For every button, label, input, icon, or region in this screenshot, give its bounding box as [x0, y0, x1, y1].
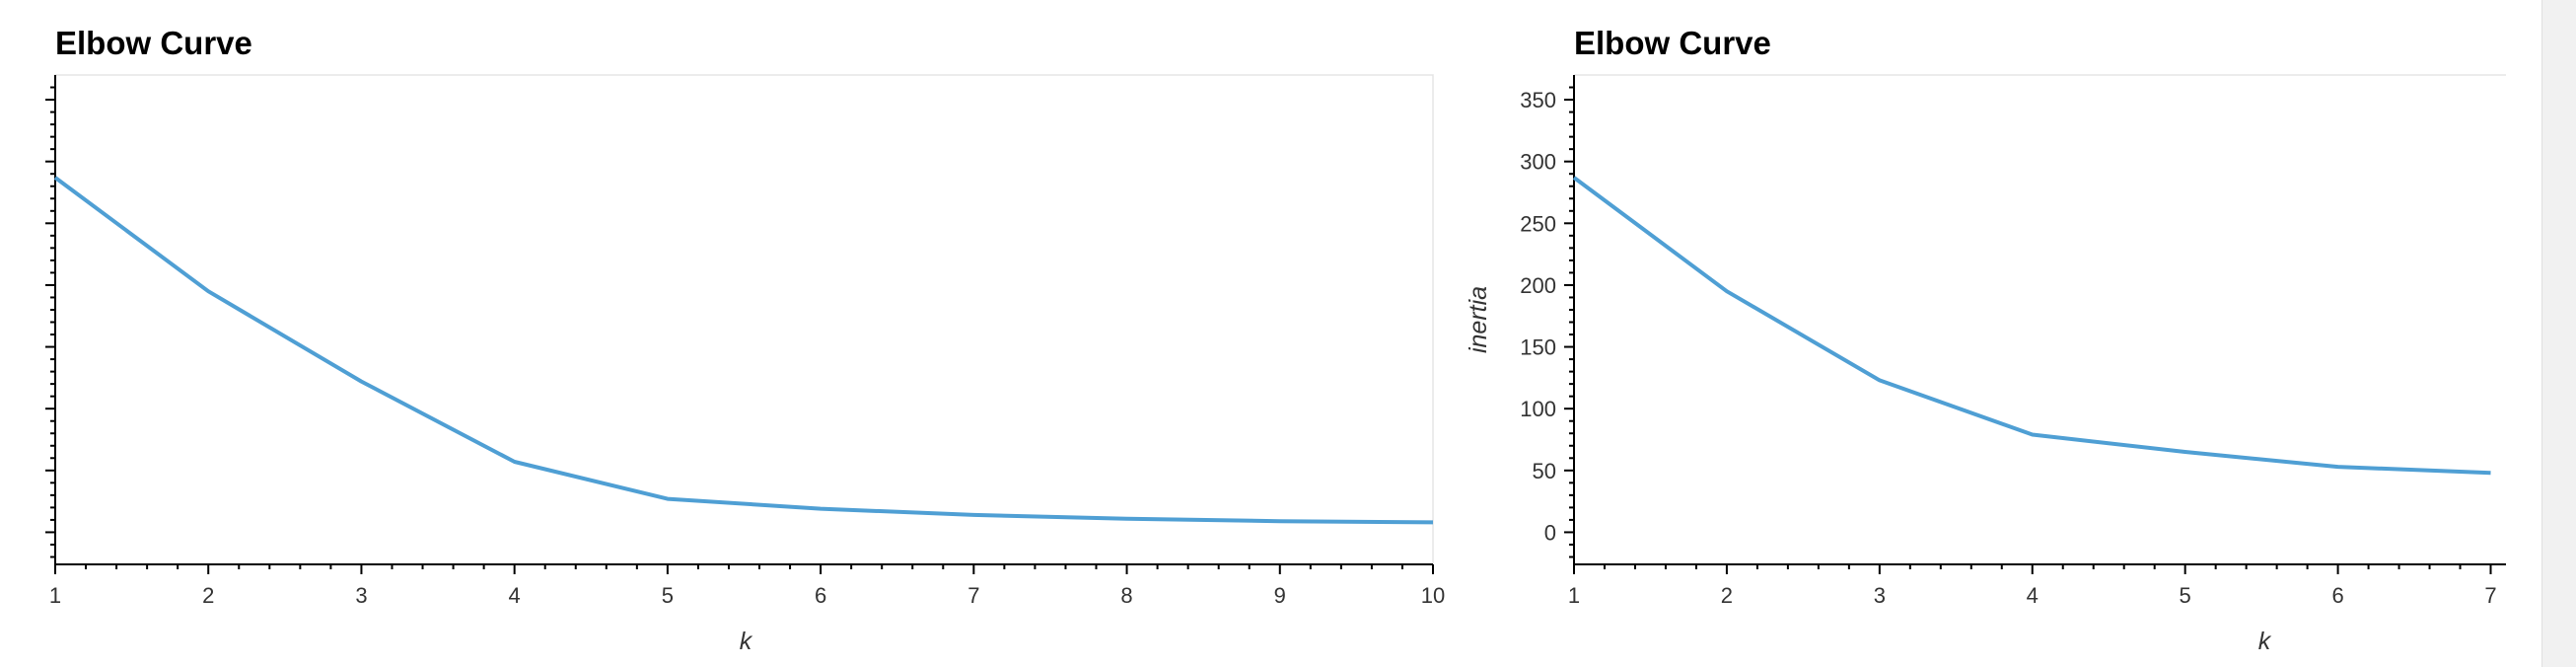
y-tick-label: 100 — [1520, 397, 1556, 421]
x-tick-label: 3 — [1874, 583, 1886, 608]
plot-frame — [54, 74, 1434, 565]
y-axis-label: inertia — [1465, 286, 1492, 353]
y-tick-label: 250 — [1520, 211, 1556, 236]
y-tick-label: 300 — [1520, 150, 1556, 175]
x-tick-label: 1 — [49, 583, 61, 608]
x-tick-label: 10 — [1421, 583, 1445, 608]
x-tick-label: 5 — [2180, 583, 2191, 608]
x-tick-label: 4 — [2027, 583, 2039, 608]
series-line — [1572, 176, 2491, 476]
x-tick-label: 3 — [355, 583, 367, 608]
x-tick-label: 1 — [1568, 583, 1580, 608]
y-tick-label: 350 — [1520, 88, 1556, 112]
x-tick-label: 7 — [967, 583, 979, 608]
series-line — [53, 176, 1434, 525]
chart-title: Elbow Curve — [1574, 25, 1771, 61]
x-tick-label: 8 — [1120, 583, 1132, 608]
x-tick-label: 6 — [815, 583, 826, 608]
x-axis: 1 2 3 4 5 6 7 8 9 10 — [49, 563, 1445, 608]
y-axis — [45, 75, 56, 564]
chart-title: Elbow Curve — [55, 25, 252, 61]
y-tick-label: 0 — [1544, 520, 1556, 545]
x-axis-label: k — [2258, 628, 2272, 655]
x-tick-label: 4 — [509, 583, 521, 608]
x-tick-label: 9 — [1274, 583, 1286, 608]
x-tick-label: 2 — [1721, 583, 1733, 608]
x-tick-label: 2 — [202, 583, 214, 608]
x-axis: 1 2 3 4 5 6 7 — [1568, 563, 2506, 608]
y-tick-label: 200 — [1520, 273, 1556, 298]
vertical-scrollbar[interactable] — [2541, 0, 2576, 667]
x-axis-label: k — [740, 628, 753, 655]
x-tick-label: 5 — [662, 583, 674, 608]
elbow-curve-chart-right: Elbow Curve 0 50 100 150 200 250 300 350 1 2 3 4 5 6… — [1465, 25, 2506, 655]
x-tick-label: 7 — [2484, 583, 2496, 608]
y-tick-label: 50 — [1533, 459, 1556, 483]
y-tick-label: 150 — [1520, 335, 1556, 360]
x-tick-label: 6 — [2331, 583, 2343, 608]
y-axis: 0 50 100 150 200 250 300 350 — [1520, 75, 1575, 564]
elbow-curve-chart-left: Elbow Curve 1 2 3 4 5 6 7 8 9 10 k — [45, 25, 1445, 655]
